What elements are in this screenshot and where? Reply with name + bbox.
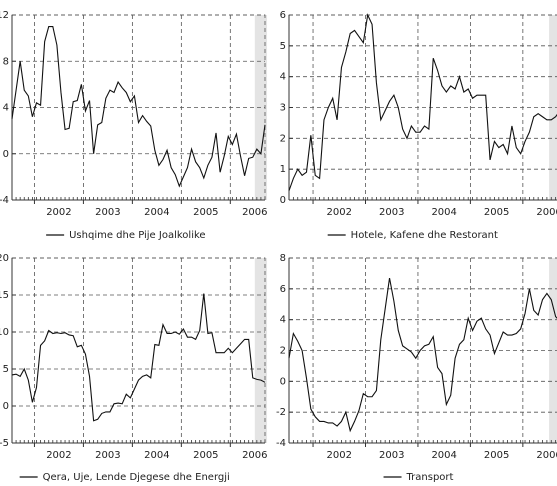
x-tick-label: 2004 [144,450,169,461]
y-tick-label: -4 [0,195,9,206]
y-tick-label: 8 [280,253,286,264]
x-tick-label: 2005 [484,450,509,461]
x-tick-label: 2002 [46,450,71,461]
plot-frame [11,257,266,444]
legend-label: Hotele, Kafene dhe Restorant [351,230,498,241]
y-tick-label: 6 [280,10,286,21]
highlight-band [549,15,557,200]
y-tick-label: -2 [276,407,286,418]
y-tick-label: 12 [0,10,9,21]
highlight-band [549,258,557,443]
y-tick-label: 4 [3,103,9,114]
x-tick-label: 2003 [379,450,404,461]
x-tick-label: 2004 [144,207,169,218]
x-tick-label: 2002 [46,207,71,218]
y-tick-label: -5 [0,438,9,449]
y-tick-label: 4 [280,315,286,326]
y-tick-label: 6 [280,284,286,295]
x-tick-label: 2002 [327,207,352,218]
highlight-band [254,258,268,443]
y-tick-label: 1 [280,164,286,175]
y-tick-label: 15 [0,290,9,301]
x-tick-label: 2005 [484,207,509,218]
y-tick-label: 4 [280,72,286,83]
legend-label: Ushqime dhe Pije Joalkolike [69,230,205,241]
legend-label: Qera, Uje, Lende Djegese dhe Energji [43,472,230,483]
y-tick-label: 10 [0,327,9,338]
y-tick-label: 0 [280,195,286,206]
series-line [288,13,557,191]
y-tick-label: 2 [280,346,286,357]
series-line [11,293,266,422]
x-tick-label: 2004 [431,450,456,461]
x-tick-label: 2003 [379,207,404,218]
plot-frame [11,14,266,201]
y-tick-label: 0 [280,376,286,387]
y-tick-label: 8 [3,56,9,67]
y-tick-label: 20 [0,253,9,264]
y-tick-label: -4 [276,438,286,449]
x-tick-label: 2006 [536,207,557,218]
y-tick-label: 3 [280,103,286,114]
x-tick-label: 2006 [242,207,267,218]
y-tick-label: 5 [280,41,286,52]
series-line [288,277,557,433]
y-tick-label: 0 [3,401,9,412]
x-tick-label: 2003 [95,207,120,218]
y-tick-label: 2 [280,133,286,144]
x-tick-label: 2003 [95,450,120,461]
legend-label: Transport [406,472,454,483]
y-tick-label: 0 [3,149,9,160]
y-tick-label: 5 [3,364,9,375]
x-tick-label: 2005 [193,450,218,461]
x-tick-label: 2004 [431,207,456,218]
series-line [11,26,266,188]
x-tick-label: 2006 [242,450,267,461]
x-tick-label: 2006 [536,450,557,461]
x-tick-label: 2002 [327,450,352,461]
x-tick-label: 2005 [193,207,218,218]
